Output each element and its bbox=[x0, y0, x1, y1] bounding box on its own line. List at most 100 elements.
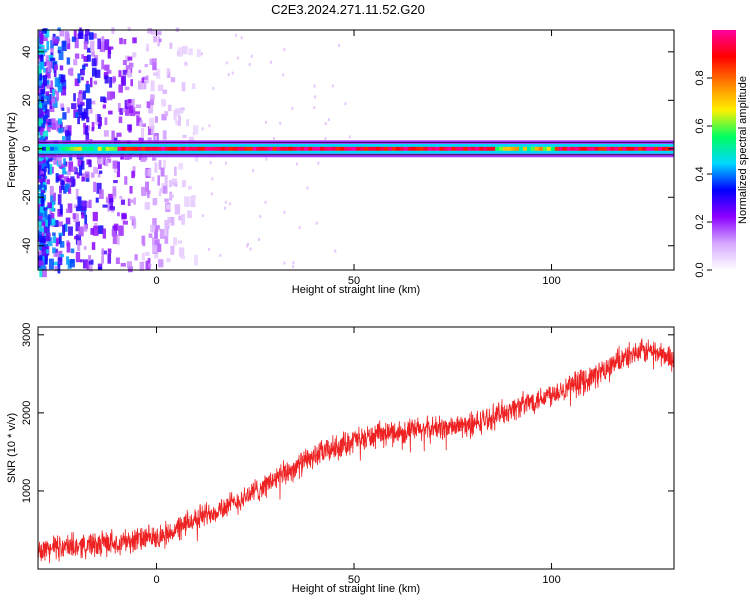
spectrogram-cell bbox=[42, 35, 48, 42]
signal-cell bbox=[109, 146, 115, 151]
spectrogram-cell bbox=[45, 219, 48, 227]
spectrogram-cell bbox=[55, 238, 59, 247]
spectrogram-cell bbox=[54, 77, 61, 88]
spectrogram-cell bbox=[236, 56, 239, 60]
spectrogram-cell bbox=[127, 68, 131, 78]
spectrogram-cell bbox=[259, 215, 262, 219]
spectrogram-cell bbox=[54, 220, 59, 228]
signal-cell bbox=[97, 146, 103, 151]
spectrogram-cell bbox=[77, 92, 84, 103]
spectrogram-cell bbox=[177, 115, 181, 126]
signal-cell bbox=[153, 146, 158, 151]
spectrogram-cell bbox=[161, 113, 167, 121]
signal-cell bbox=[463, 146, 468, 151]
spectrogram-cell bbox=[234, 33, 237, 37]
snr-y-ticks: 1000 2000 3000 bbox=[21, 323, 674, 503]
spectrogram-cell bbox=[153, 72, 159, 76]
spectrogram-cell bbox=[113, 223, 119, 231]
y-tick-label: 1000 bbox=[21, 479, 33, 503]
spectrogram-cell bbox=[39, 227, 45, 232]
spectrogram-cell bbox=[107, 49, 111, 59]
signal-cell bbox=[216, 146, 222, 151]
signal-cell bbox=[240, 146, 246, 151]
y-tick-label: 2000 bbox=[21, 401, 33, 425]
spectrogram-cell bbox=[42, 174, 46, 181]
spectrogram-cell bbox=[86, 116, 90, 123]
spectrogram-cell bbox=[246, 244, 249, 248]
spectrogram-cell bbox=[219, 253, 222, 257]
signal-cell bbox=[181, 146, 186, 151]
spectrogram-cell bbox=[170, 77, 176, 83]
spectrogram-cell bbox=[95, 69, 101, 78]
spectrogram-cell bbox=[164, 175, 168, 187]
spectrogram-cell bbox=[57, 85, 63, 93]
spectrogram-cell bbox=[66, 171, 71, 176]
signal-cell bbox=[542, 146, 548, 151]
spectrogram-cell bbox=[133, 197, 137, 205]
spectrogram-cell bbox=[72, 213, 76, 220]
signal-cell bbox=[487, 146, 492, 151]
spectrogram-panel: 0 50 100 -40 -20 0 20 40 Height of straight li… bbox=[6, 27, 675, 296]
spectrogram-cell bbox=[152, 62, 157, 71]
spectrogram-cell bbox=[90, 228, 94, 235]
spectrogram-cell bbox=[41, 83, 46, 91]
spectrogram-cell bbox=[49, 106, 55, 113]
spectrogram-cell bbox=[61, 179, 64, 191]
spectrogram-cell bbox=[53, 192, 56, 201]
spectrogram-cell bbox=[116, 235, 120, 245]
spectrogram-cell bbox=[91, 67, 97, 77]
signal-cell bbox=[447, 146, 452, 151]
spectrogram-cell bbox=[127, 198, 131, 206]
signal-cell bbox=[538, 146, 544, 151]
spectrogram-cell bbox=[39, 99, 43, 111]
spectrogram-cell bbox=[68, 189, 72, 194]
spectrogram-cell bbox=[95, 197, 99, 203]
spectrogram-cell bbox=[147, 137, 152, 142]
spectrogram-cell bbox=[47, 237, 53, 247]
signal-cell bbox=[260, 146, 266, 151]
spectrogram-cell bbox=[82, 176, 85, 181]
spectrogram-cell bbox=[78, 90, 82, 95]
spectrogram-cell bbox=[200, 52, 203, 56]
spectrogram-x-axis-label: Height of straight line (km) bbox=[292, 284, 420, 296]
spectrogram-cell bbox=[147, 257, 151, 263]
spectrogram-cell bbox=[83, 108, 89, 119]
snr-x-axis-label: Height of straight line (km) bbox=[292, 583, 420, 595]
spectrogram-cell bbox=[58, 174, 64, 179]
spectrogram-cell bbox=[105, 159, 109, 167]
spectrogram-cell bbox=[164, 235, 169, 244]
spectrogram-cell bbox=[228, 202, 231, 206]
spectrogram-cell bbox=[50, 194, 56, 205]
spectrogram-cell bbox=[181, 82, 186, 92]
spectrogram-cell bbox=[104, 117, 108, 126]
spectrogram-cell bbox=[141, 123, 147, 128]
spectrogram-cell bbox=[42, 243, 48, 248]
signal-cell bbox=[503, 146, 508, 151]
spectrogram-cell bbox=[148, 233, 153, 238]
spectrogram-cell bbox=[46, 84, 52, 89]
signal-cell bbox=[594, 146, 599, 151]
spectrogram-cell bbox=[50, 57, 56, 62]
spectrogram-cell bbox=[118, 225, 124, 236]
signal-cell bbox=[125, 146, 130, 151]
signal-cell bbox=[570, 146, 576, 151]
signal-cell bbox=[189, 146, 194, 151]
spectrogram-cell bbox=[150, 125, 155, 135]
signal-cell bbox=[157, 146, 162, 151]
spectrogram-cell bbox=[58, 221, 63, 227]
signal-cell bbox=[395, 146, 401, 151]
spectrogram-cell bbox=[91, 127, 95, 132]
signal-cell bbox=[252, 146, 258, 151]
colorbar-ticks: 0.0 0.2 0.4 0.6 0.8 bbox=[694, 70, 712, 278]
spectrogram-cell bbox=[252, 169, 255, 173]
spectrogram-cell bbox=[47, 61, 52, 72]
spectrogram-cell bbox=[196, 49, 201, 58]
signal-cell bbox=[518, 146, 524, 151]
signal-cell bbox=[387, 146, 393, 151]
spectrogram-cell bbox=[53, 261, 59, 266]
spectrogram-cell bbox=[187, 210, 192, 218]
spectrogram-cell bbox=[59, 30, 65, 37]
spectrogram-cell bbox=[67, 203, 73, 213]
spectrogram-cell bbox=[120, 262, 126, 267]
